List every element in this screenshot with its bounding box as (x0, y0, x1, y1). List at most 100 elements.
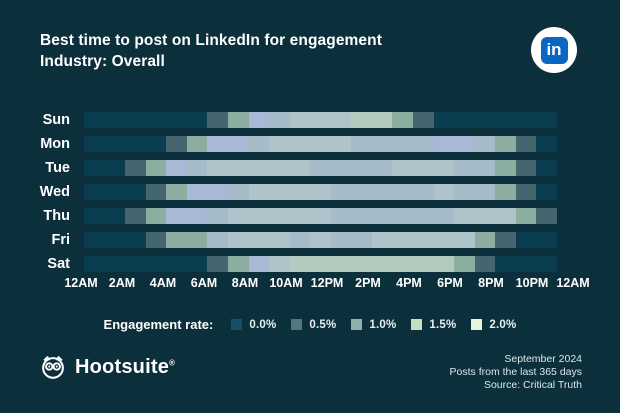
heatmap-cell (392, 232, 413, 248)
heatmap-cell (207, 208, 228, 224)
heatmap-cell (84, 232, 105, 248)
heatmap-cell (454, 256, 475, 272)
heatmap-cell (207, 160, 228, 176)
day-label: Fri (51, 232, 70, 248)
heatmap-cell (413, 112, 434, 128)
heatmap-cell (474, 136, 496, 152)
heatmap-cell (104, 208, 126, 224)
heatmap-cell (515, 232, 537, 248)
heatmap-row-sun: Sun (0, 112, 620, 128)
heatmap-cell (371, 160, 393, 176)
heatmap-row-sat: Sat (0, 256, 620, 272)
heatmap-cell (433, 136, 455, 152)
heatmap-cell (145, 112, 167, 128)
heatmap-cell (495, 184, 516, 200)
heatmap-cell (536, 208, 557, 224)
heatmap-cell (125, 112, 146, 128)
heatmap-cell (248, 136, 270, 152)
heatmap-cell (433, 256, 455, 272)
source-text: September 2024 Posts from the last 365 da… (450, 353, 582, 392)
heatmap-cell (84, 160, 105, 176)
heatmap-cell (207, 184, 228, 200)
heatmap-cell (84, 112, 105, 128)
linkedin-square: in (540, 36, 568, 64)
heatmap-cell (495, 136, 516, 152)
heatmap-cell (104, 232, 126, 248)
heatmap-cell (289, 208, 311, 224)
hootsuite-wordmark: Hootsuite® (75, 355, 176, 378)
heatmap-cell (84, 208, 105, 224)
heatmap-cell (495, 160, 516, 176)
heatmap-cell (186, 232, 208, 248)
day-label: Sat (47, 256, 70, 272)
heatmap-cell (413, 232, 434, 248)
legend-item-label: 2.0% (489, 318, 517, 331)
heatmap-cells (84, 232, 557, 248)
legend: Engagement rate: 0.0% 0.5% 1.0% 1.5% 2.0% (0, 317, 620, 332)
legend-swatch (351, 319, 363, 330)
chart-title: Best time to post on LinkedIn for engage… (40, 32, 382, 49)
heatmap-cell (495, 232, 516, 248)
heatmap-cell (536, 256, 557, 272)
heatmap-cell (104, 136, 126, 152)
heatmap-cell (207, 112, 228, 128)
heatmap-cell (248, 160, 270, 176)
heatmap-cell (227, 208, 249, 224)
heatmap-cell (515, 160, 537, 176)
heatmap-cell (310, 112, 331, 128)
heatmap-cell (125, 184, 146, 200)
heatmap-cell (330, 112, 352, 128)
heatmap-cell (248, 184, 270, 200)
heatmap-cell (536, 232, 557, 248)
heatmap-cell (145, 256, 167, 272)
heatmap-row-wed: Wed (0, 184, 620, 200)
heatmap-row-thu: Thu (0, 208, 620, 224)
heatmap-cell (125, 160, 146, 176)
heatmap-cell (392, 112, 413, 128)
heatmap-cell (433, 112, 455, 128)
heatmap-cell (186, 256, 208, 272)
legend-item: 0.5% (291, 319, 336, 331)
heatmap-cell (413, 160, 434, 176)
x-tick-label: 10AM (269, 276, 303, 290)
heatmap-cell (269, 232, 290, 248)
heatmap-cell (310, 136, 331, 152)
heatmap-cell (104, 256, 126, 272)
heatmap-cell (433, 232, 455, 248)
heatmap-cell (495, 208, 516, 224)
heatmap-cell (145, 136, 167, 152)
heatmap-cell (351, 160, 372, 176)
heatmap-cell (227, 232, 249, 248)
heatmap-cell (84, 256, 105, 272)
x-tick-label: 2PM (355, 276, 381, 290)
heatmap-cell (371, 208, 393, 224)
day-label: Thu (43, 208, 70, 224)
heatmap-cell (289, 160, 311, 176)
heatmap-cell (207, 256, 228, 272)
heatmap-cell (454, 112, 475, 128)
heatmap-cell (454, 136, 475, 152)
heatmap-cell (433, 160, 455, 176)
registered-mark: ® (169, 357, 176, 367)
heatmap-cell (454, 232, 475, 248)
linkedin-logo-icon: in (531, 27, 577, 73)
heatmap-cell (186, 160, 208, 176)
heatmap-cell (413, 184, 434, 200)
day-label: Sun (42, 112, 70, 128)
hootsuite-logo: Hootsuite® (38, 352, 175, 382)
heatmap-cell (269, 160, 290, 176)
heatmap-cell (371, 232, 393, 248)
heatmap-cell (248, 232, 270, 248)
heatmap-cell (125, 136, 146, 152)
heatmap-cell (207, 232, 228, 248)
heatmap-cell (310, 232, 331, 248)
heatmap-cell (413, 208, 434, 224)
heatmap-cell (474, 112, 496, 128)
heatmap-cells (84, 112, 557, 128)
legend-item-label: 1.0% (369, 318, 397, 331)
heatmap-cell (310, 208, 331, 224)
heatmap-cell (474, 232, 496, 248)
heatmap-cell (227, 112, 249, 128)
heatmap-cell (269, 112, 290, 128)
heatmap-cell (474, 160, 496, 176)
